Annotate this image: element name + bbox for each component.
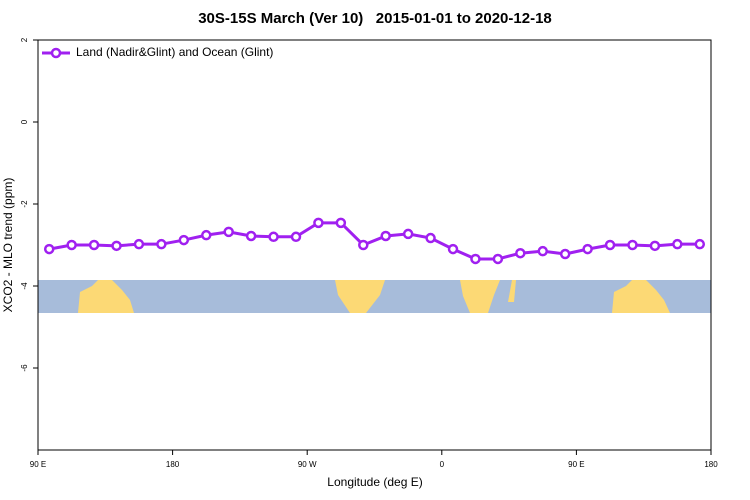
y-tick-label: -4 (20, 282, 29, 290)
y-tick-label: -2 (20, 200, 29, 208)
point (672, 238, 683, 250)
land (460, 280, 500, 313)
point (559, 248, 571, 260)
point (133, 238, 145, 250)
legend-label: Land (Nadir&Glint) and Ocean (Glint) (76, 45, 273, 59)
x-tick-label: 0 (440, 460, 445, 469)
point (43, 243, 55, 255)
x-tick-label: 180 (704, 460, 718, 469)
point (425, 232, 436, 244)
x-tick-label: 90 W (298, 460, 317, 469)
point (470, 253, 481, 265)
point (313, 217, 324, 229)
point (268, 231, 279, 243)
point (492, 253, 504, 265)
y-tick-label: 0 (20, 119, 29, 124)
x-tick-label: 90 E (568, 460, 584, 469)
point (604, 239, 616, 251)
point (88, 239, 100, 251)
point (358, 239, 369, 251)
y-axis-label: XCO2 - MLO trend (ppm) (1, 178, 15, 313)
legend: Land (Nadir&Glint) and Ocean (Glint) (42, 45, 273, 59)
map-strip (38, 280, 711, 313)
point (582, 243, 593, 255)
point (156, 238, 167, 250)
land (78, 280, 134, 313)
point (402, 228, 414, 240)
x-tick-label: 90 E (30, 460, 46, 469)
point (447, 243, 459, 255)
point (245, 230, 257, 242)
y-tick-label: -6 (20, 364, 29, 372)
point (201, 229, 212, 241)
point (537, 245, 548, 257)
x-axis-label: Longitude (deg E) (327, 475, 422, 489)
x-tick-label: 180 (166, 460, 180, 469)
point (694, 238, 706, 250)
point (223, 226, 234, 238)
point (178, 234, 190, 246)
point (66, 239, 77, 251)
point (649, 240, 661, 252)
y-tick-label: 2 (20, 37, 29, 42)
plot-frame (37, 39, 712, 451)
land (612, 280, 670, 313)
land (508, 280, 516, 302)
point (335, 217, 347, 229)
point (627, 239, 638, 251)
point (111, 240, 122, 252)
land (335, 280, 385, 313)
series-line (48, 221, 700, 261)
legend-marker (50, 47, 62, 59)
point (380, 230, 391, 242)
point (515, 247, 526, 259)
chart-title: 30S-15S March (Ver 10) 2015-01-01 to 202… (198, 10, 552, 27)
point (290, 231, 302, 243)
